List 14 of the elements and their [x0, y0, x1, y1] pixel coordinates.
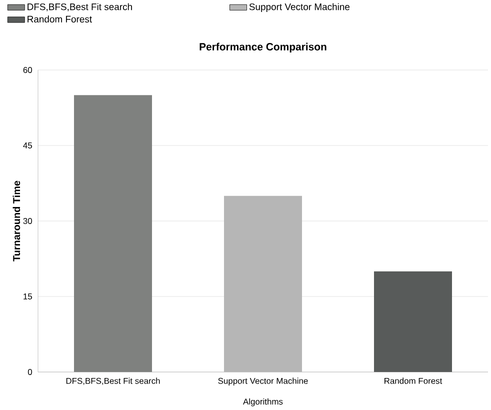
x-axis-title: Algorithms — [243, 398, 283, 406]
y-tick-label: 30 — [23, 218, 32, 224]
legend-label: DFS,BFS,Best Fit search — [28, 3, 132, 12]
legend-label: Support Vector Machine — [249, 3, 350, 12]
y-tick-label: 60 — [23, 67, 32, 73]
y-tick-label: 0 — [28, 369, 32, 375]
legend-label: Random Forest — [28, 16, 92, 22]
chart-title: Performance Comparison — [200, 42, 326, 52]
y-axis-title: Turnaround Time — [12, 180, 20, 262]
y-tick-label: 45 — [23, 142, 32, 148]
x-tick-label: Support Vector Machine — [218, 378, 308, 386]
y-tick-label: 15 — [24, 294, 32, 300]
x-tick-label: DFS,BFS,Best Fit search — [66, 378, 160, 385]
x-tick-label: Random Forest — [384, 378, 442, 384]
